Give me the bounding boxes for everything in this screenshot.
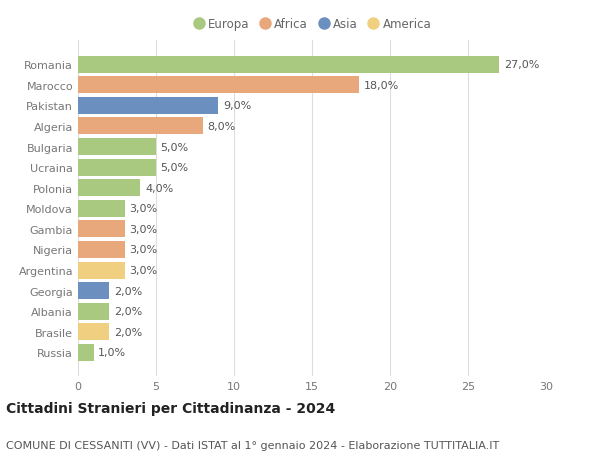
Text: 4,0%: 4,0% — [145, 183, 173, 193]
Bar — [78, 180, 140, 197]
Text: 5,0%: 5,0% — [161, 142, 189, 152]
Bar — [78, 201, 125, 217]
Text: 3,0%: 3,0% — [130, 265, 158, 275]
Bar — [78, 283, 109, 299]
Bar — [78, 303, 109, 320]
Bar — [78, 118, 203, 135]
Bar — [78, 56, 499, 73]
Bar — [78, 221, 125, 238]
Bar — [78, 262, 125, 279]
Text: 3,0%: 3,0% — [130, 204, 158, 214]
Text: Cittadini Stranieri per Cittadinanza - 2024: Cittadini Stranieri per Cittadinanza - 2… — [6, 402, 335, 415]
Bar — [78, 241, 125, 258]
Text: 9,0%: 9,0% — [223, 101, 251, 111]
Bar — [78, 139, 156, 156]
Text: 2,0%: 2,0% — [114, 286, 142, 296]
Text: 1,0%: 1,0% — [98, 348, 127, 358]
Text: 27,0%: 27,0% — [504, 60, 539, 70]
Text: 8,0%: 8,0% — [208, 122, 236, 132]
Bar — [78, 344, 94, 361]
Text: 18,0%: 18,0% — [364, 80, 399, 90]
Bar — [78, 324, 109, 341]
Text: COMUNE DI CESSANITI (VV) - Dati ISTAT al 1° gennaio 2024 - Elaborazione TUTTITAL: COMUNE DI CESSANITI (VV) - Dati ISTAT al… — [6, 440, 499, 450]
Bar — [78, 77, 359, 94]
Bar — [78, 98, 218, 114]
Bar — [78, 159, 156, 176]
Text: 5,0%: 5,0% — [161, 163, 189, 173]
Text: 3,0%: 3,0% — [130, 224, 158, 235]
Text: 2,0%: 2,0% — [114, 327, 142, 337]
Legend: Europa, Africa, Asia, America: Europa, Africa, Asia, America — [188, 14, 436, 36]
Text: 2,0%: 2,0% — [114, 307, 142, 317]
Text: 3,0%: 3,0% — [130, 245, 158, 255]
